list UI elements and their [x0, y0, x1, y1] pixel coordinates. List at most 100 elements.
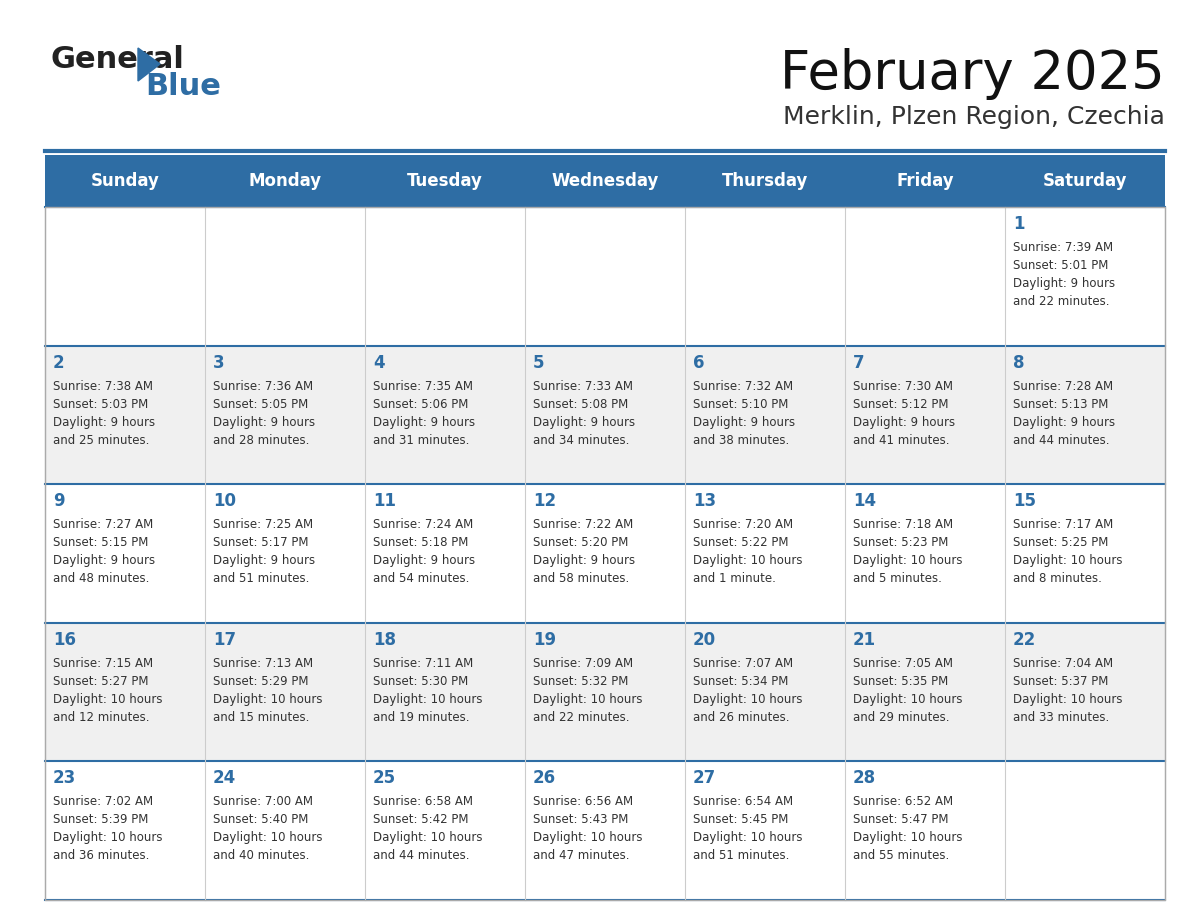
Text: 25: 25: [373, 769, 396, 788]
Text: and 22 minutes.: and 22 minutes.: [1013, 295, 1110, 308]
Text: Sunrise: 7:00 AM: Sunrise: 7:00 AM: [213, 795, 312, 809]
Text: Sunset: 5:01 PM: Sunset: 5:01 PM: [1013, 259, 1108, 272]
Text: Daylight: 9 hours: Daylight: 9 hours: [533, 416, 636, 429]
Text: Sunrise: 7:35 AM: Sunrise: 7:35 AM: [373, 380, 473, 393]
Text: Sunrise: 7:05 AM: Sunrise: 7:05 AM: [853, 656, 953, 670]
Text: and 1 minute.: and 1 minute.: [693, 572, 776, 585]
Text: and 51 minutes.: and 51 minutes.: [693, 849, 789, 862]
Text: Daylight: 10 hours: Daylight: 10 hours: [853, 554, 962, 567]
Text: Daylight: 10 hours: Daylight: 10 hours: [213, 693, 322, 706]
Text: Daylight: 9 hours: Daylight: 9 hours: [533, 554, 636, 567]
Text: and 55 minutes.: and 55 minutes.: [853, 849, 949, 862]
Text: Daylight: 10 hours: Daylight: 10 hours: [1013, 693, 1123, 706]
Text: Sunrise: 7:38 AM: Sunrise: 7:38 AM: [53, 380, 153, 393]
Text: and 31 minutes.: and 31 minutes.: [373, 433, 469, 446]
Text: Sunset: 5:27 PM: Sunset: 5:27 PM: [53, 675, 148, 688]
Text: 11: 11: [373, 492, 396, 510]
Text: Sunset: 5:13 PM: Sunset: 5:13 PM: [1013, 397, 1108, 410]
Text: and 8 minutes.: and 8 minutes.: [1013, 572, 1102, 585]
Text: Daylight: 9 hours: Daylight: 9 hours: [853, 416, 955, 429]
Text: Sunrise: 6:52 AM: Sunrise: 6:52 AM: [853, 795, 953, 809]
Text: 15: 15: [1013, 492, 1036, 510]
Text: Sunset: 5:39 PM: Sunset: 5:39 PM: [53, 813, 148, 826]
Text: and 26 minutes.: and 26 minutes.: [693, 711, 790, 723]
Text: and 19 minutes.: and 19 minutes.: [373, 711, 469, 723]
Text: Sunset: 5:17 PM: Sunset: 5:17 PM: [213, 536, 309, 549]
Text: Sunset: 5:42 PM: Sunset: 5:42 PM: [373, 813, 468, 826]
Text: Daylight: 9 hours: Daylight: 9 hours: [53, 416, 156, 429]
Text: and 28 minutes.: and 28 minutes.: [213, 433, 309, 446]
Text: 2: 2: [53, 353, 64, 372]
Text: Sunrise: 7:18 AM: Sunrise: 7:18 AM: [853, 518, 953, 532]
Text: and 12 minutes.: and 12 minutes.: [53, 711, 150, 723]
Text: Daylight: 10 hours: Daylight: 10 hours: [853, 693, 962, 706]
Bar: [45, 484, 1165, 622]
Text: Friday: Friday: [896, 172, 954, 190]
Text: Daylight: 9 hours: Daylight: 9 hours: [1013, 416, 1116, 429]
Text: Sunset: 5:47 PM: Sunset: 5:47 PM: [853, 813, 948, 826]
Text: Sunset: 5:15 PM: Sunset: 5:15 PM: [53, 536, 148, 549]
Text: and 44 minutes.: and 44 minutes.: [1013, 433, 1110, 446]
Text: 26: 26: [533, 769, 556, 788]
Text: Sunset: 5:37 PM: Sunset: 5:37 PM: [1013, 675, 1108, 688]
Text: Wednesday: Wednesday: [551, 172, 658, 190]
Text: Sunrise: 7:22 AM: Sunrise: 7:22 AM: [533, 518, 633, 532]
Text: and 48 minutes.: and 48 minutes.: [53, 572, 150, 585]
Text: Sunrise: 7:27 AM: Sunrise: 7:27 AM: [53, 518, 153, 532]
Text: 21: 21: [853, 631, 876, 649]
Text: 12: 12: [533, 492, 556, 510]
Text: Sunrise: 7:11 AM: Sunrise: 7:11 AM: [373, 656, 473, 670]
Text: Daylight: 9 hours: Daylight: 9 hours: [693, 416, 795, 429]
Text: 4: 4: [373, 353, 385, 372]
Text: 1: 1: [1013, 215, 1024, 233]
Text: 22: 22: [1013, 631, 1036, 649]
Text: February 2025: February 2025: [781, 48, 1165, 100]
Text: Saturday: Saturday: [1043, 172, 1127, 190]
Text: Sunset: 5:22 PM: Sunset: 5:22 PM: [693, 536, 789, 549]
Text: Daylight: 10 hours: Daylight: 10 hours: [373, 832, 482, 845]
Text: Sunset: 5:18 PM: Sunset: 5:18 PM: [373, 536, 468, 549]
Text: 24: 24: [213, 769, 236, 788]
Text: General: General: [50, 45, 184, 74]
Text: Sunrise: 7:13 AM: Sunrise: 7:13 AM: [213, 656, 314, 670]
Text: Sunrise: 7:07 AM: Sunrise: 7:07 AM: [693, 656, 794, 670]
Text: Sunset: 5:10 PM: Sunset: 5:10 PM: [693, 397, 789, 410]
Text: and 54 minutes.: and 54 minutes.: [373, 572, 469, 585]
Text: Sunset: 5:43 PM: Sunset: 5:43 PM: [533, 813, 628, 826]
Text: Sunset: 5:30 PM: Sunset: 5:30 PM: [373, 675, 468, 688]
Text: and 44 minutes.: and 44 minutes.: [373, 849, 469, 862]
Text: 27: 27: [693, 769, 716, 788]
Text: Sunset: 5:12 PM: Sunset: 5:12 PM: [853, 397, 948, 410]
Text: Sunset: 5:08 PM: Sunset: 5:08 PM: [533, 397, 628, 410]
Text: Daylight: 10 hours: Daylight: 10 hours: [53, 693, 163, 706]
Text: Daylight: 9 hours: Daylight: 9 hours: [373, 416, 475, 429]
Text: Sunrise: 7:24 AM: Sunrise: 7:24 AM: [373, 518, 473, 532]
Text: Daylight: 10 hours: Daylight: 10 hours: [1013, 554, 1123, 567]
Text: Sunset: 5:34 PM: Sunset: 5:34 PM: [693, 675, 789, 688]
Text: 10: 10: [213, 492, 236, 510]
Text: Sunrise: 7:25 AM: Sunrise: 7:25 AM: [213, 518, 314, 532]
Text: and 25 minutes.: and 25 minutes.: [53, 433, 150, 446]
Text: Sunrise: 7:17 AM: Sunrise: 7:17 AM: [1013, 518, 1113, 532]
Text: Daylight: 10 hours: Daylight: 10 hours: [853, 832, 962, 845]
Text: and 15 minutes.: and 15 minutes.: [213, 711, 309, 723]
Bar: [45, 155, 1165, 207]
Text: Sunrise: 7:28 AM: Sunrise: 7:28 AM: [1013, 380, 1113, 393]
Text: Daylight: 9 hours: Daylight: 9 hours: [213, 554, 315, 567]
Text: Daylight: 10 hours: Daylight: 10 hours: [533, 832, 643, 845]
Text: Merklin, Plzen Region, Czechia: Merklin, Plzen Region, Czechia: [783, 105, 1165, 129]
Text: 18: 18: [373, 631, 396, 649]
Bar: [45, 761, 1165, 900]
Text: and 36 minutes.: and 36 minutes.: [53, 849, 150, 862]
Text: Daylight: 10 hours: Daylight: 10 hours: [373, 693, 482, 706]
Text: Sunrise: 7:32 AM: Sunrise: 7:32 AM: [693, 380, 794, 393]
Text: Sunrise: 7:09 AM: Sunrise: 7:09 AM: [533, 656, 633, 670]
Text: Daylight: 9 hours: Daylight: 9 hours: [373, 554, 475, 567]
Text: and 38 minutes.: and 38 minutes.: [693, 433, 789, 446]
Text: and 33 minutes.: and 33 minutes.: [1013, 711, 1110, 723]
Text: and 47 minutes.: and 47 minutes.: [533, 849, 630, 862]
Text: Tuesday: Tuesday: [407, 172, 484, 190]
Text: and 41 minutes.: and 41 minutes.: [853, 433, 949, 446]
Text: Daylight: 9 hours: Daylight: 9 hours: [213, 416, 315, 429]
Text: Sunset: 5:29 PM: Sunset: 5:29 PM: [213, 675, 309, 688]
